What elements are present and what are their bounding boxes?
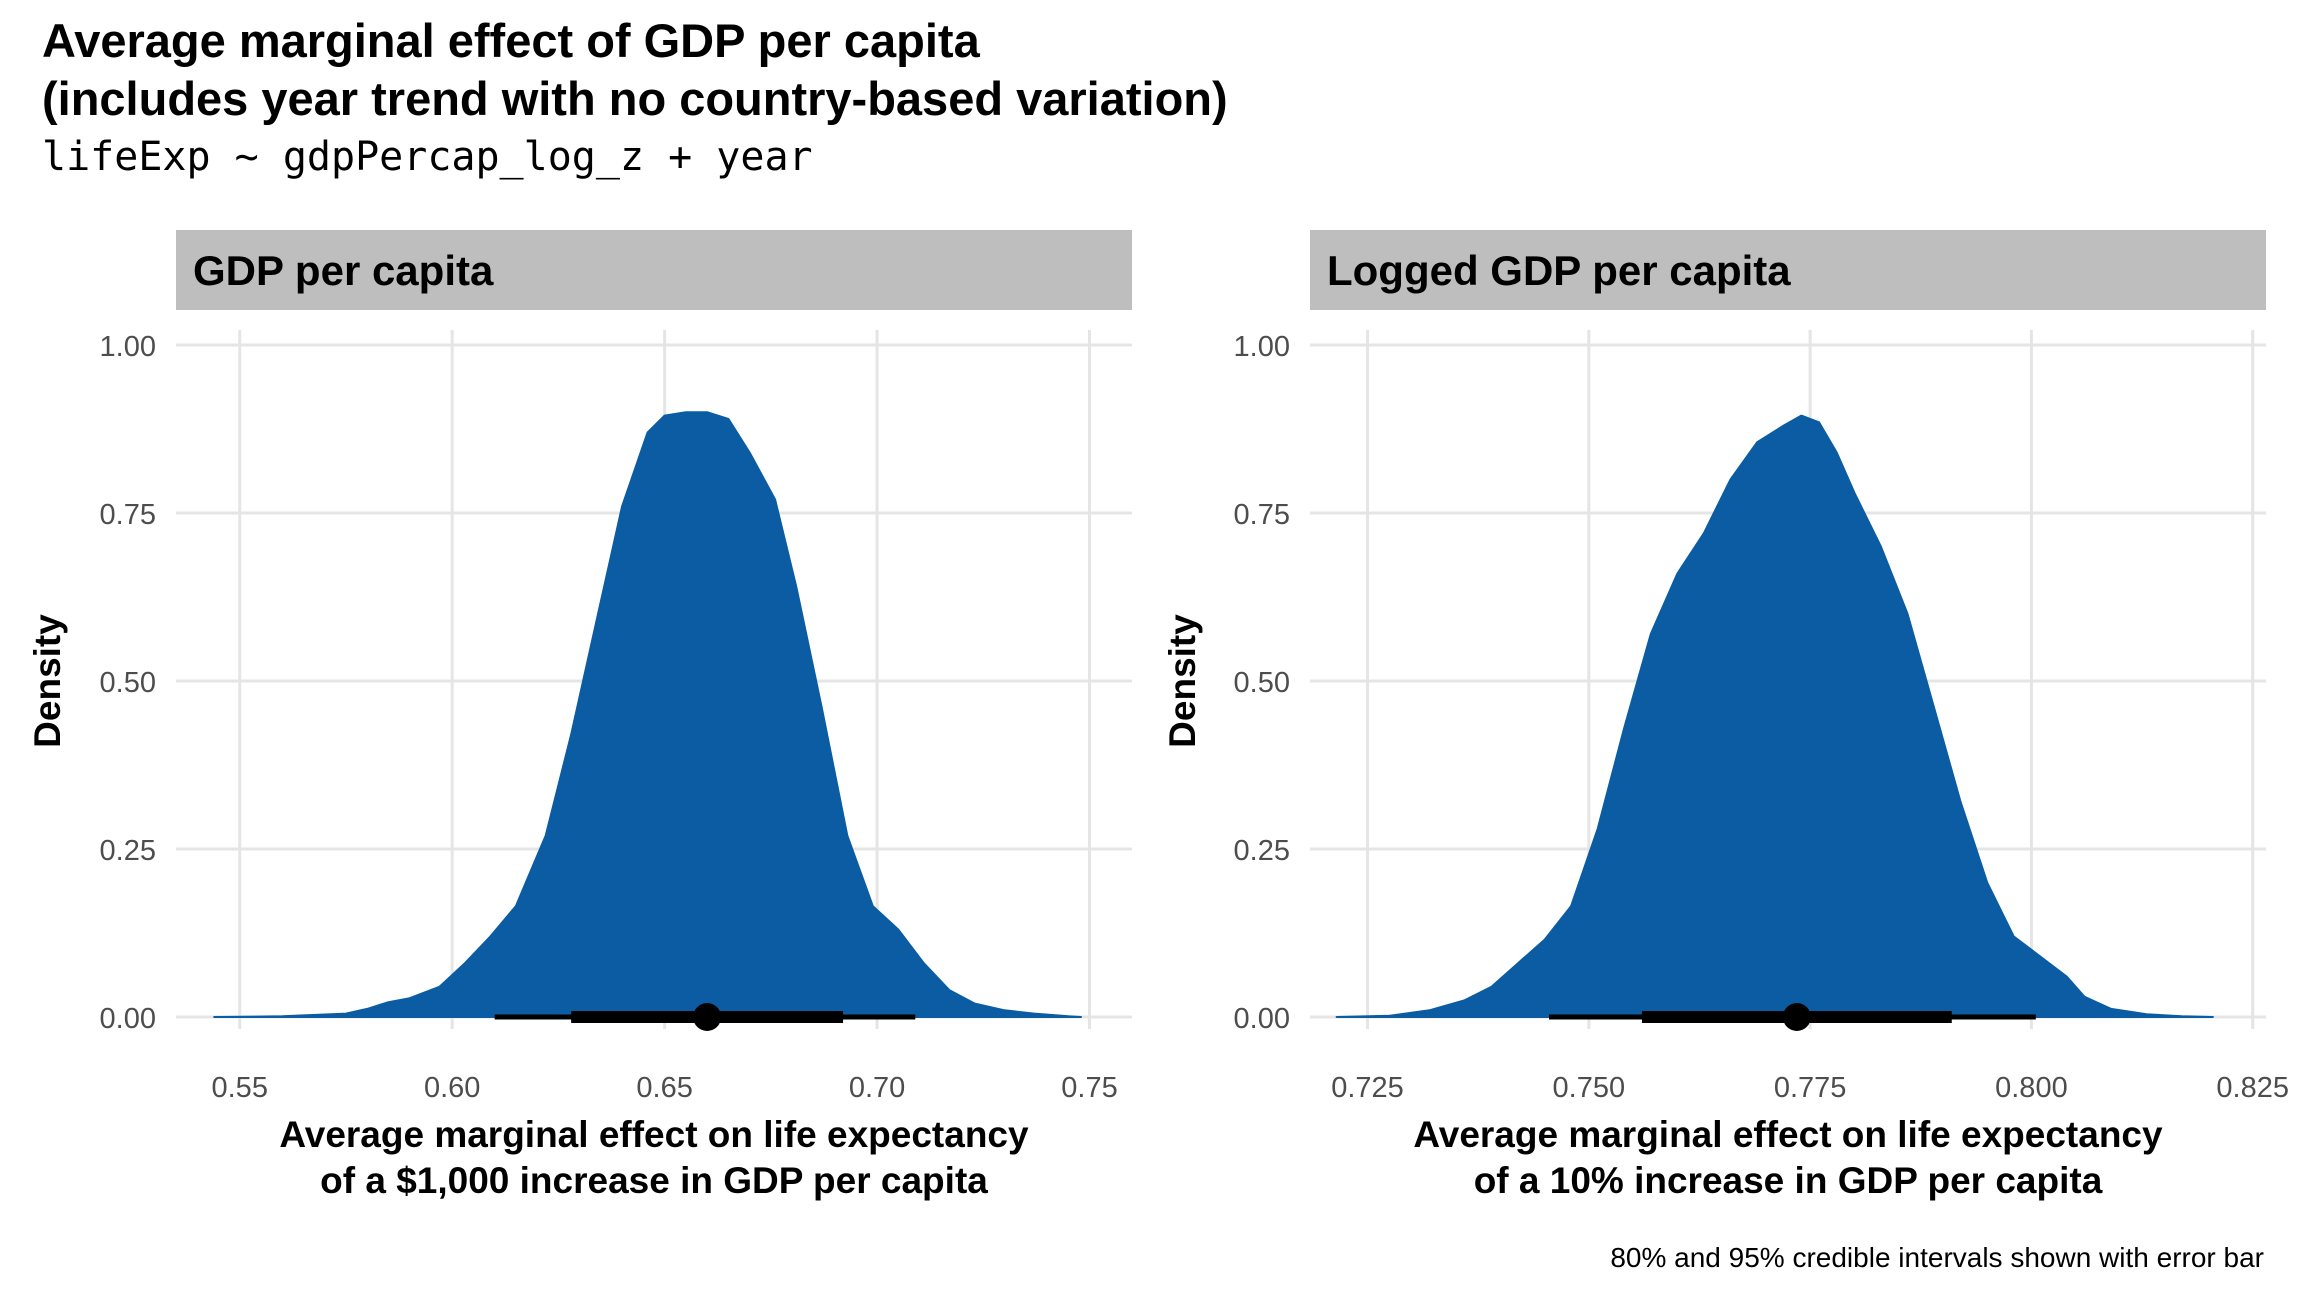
x-tick-label: 0.825: [2216, 1072, 2289, 1104]
x-axis-title-line1: Average marginal effect on life expectan…: [279, 1114, 1029, 1155]
x-tick-label: 0.55: [212, 1072, 268, 1104]
chart-title-line1: Average marginal effect of GDP per capit…: [42, 14, 980, 67]
chart-caption: 80% and 95% credible intervals shown wit…: [1610, 1242, 2264, 1273]
x-tick-label: 0.60: [424, 1072, 480, 1104]
y-axis-title: Density: [1162, 614, 1203, 748]
y-tick-label: 0.25: [100, 835, 156, 867]
density-area: [1335, 414, 2214, 1018]
y-tick-label: 1.00: [1234, 331, 1290, 363]
panel-strip: [1310, 230, 2266, 310]
x-tick-label: 0.75: [1061, 1072, 1117, 1104]
x-axis-title-line2: of a 10% increase in GDP per capita: [1474, 1160, 2103, 1201]
chart-subtitle: lifeExp ~ gdpPercap_log_z + year: [42, 134, 813, 180]
chart-title-line2: (includes year trend with no country-bas…: [42, 72, 1228, 125]
median-point: [1782, 1003, 1811, 1031]
x-axis-title-line1: Average marginal effect on life expectan…: [1413, 1114, 2163, 1155]
density-area: [213, 411, 1082, 1018]
y-tick-label: 0.00: [1234, 1003, 1290, 1035]
panel-strip-title: Logged GDP per capita: [1327, 247, 1791, 294]
y-tick-label: 1.00: [100, 331, 156, 363]
x-tick-label: 0.65: [636, 1072, 692, 1104]
y-tick-label: 0.50: [1234, 667, 1290, 699]
x-tick-label: 0.800: [1995, 1072, 2068, 1104]
panel-2: Logged GDP per capita 0.00 0.25 0.50 0.75 1.0…: [1162, 230, 2289, 1201]
panel-1: GDP per capita 0.00 0.25 0.50 0.75 1.00 0.55 0.…: [27, 230, 1132, 1201]
x-tick-label: 0.775: [1774, 1072, 1847, 1104]
x-tick-label: 0.750: [1553, 1072, 1626, 1104]
x-tick-label: 0.70: [849, 1072, 905, 1104]
panel-strip: [176, 230, 1132, 310]
x-axis-title-line2: of a $1,000 increase in GDP per capita: [320, 1160, 988, 1201]
y-tick-label: 0.00: [100, 1003, 156, 1035]
y-tick-label: 0.75: [1234, 499, 1290, 531]
x-tick-label: 0.725: [1331, 1072, 1404, 1104]
median-point: [693, 1003, 722, 1031]
y-axis-title: Density: [27, 614, 68, 748]
panel-strip-title: GDP per capita: [193, 247, 494, 294]
y-tick-label: 0.50: [100, 667, 156, 699]
y-tick-label: 0.25: [1234, 835, 1290, 867]
y-tick-label: 0.75: [100, 499, 156, 531]
